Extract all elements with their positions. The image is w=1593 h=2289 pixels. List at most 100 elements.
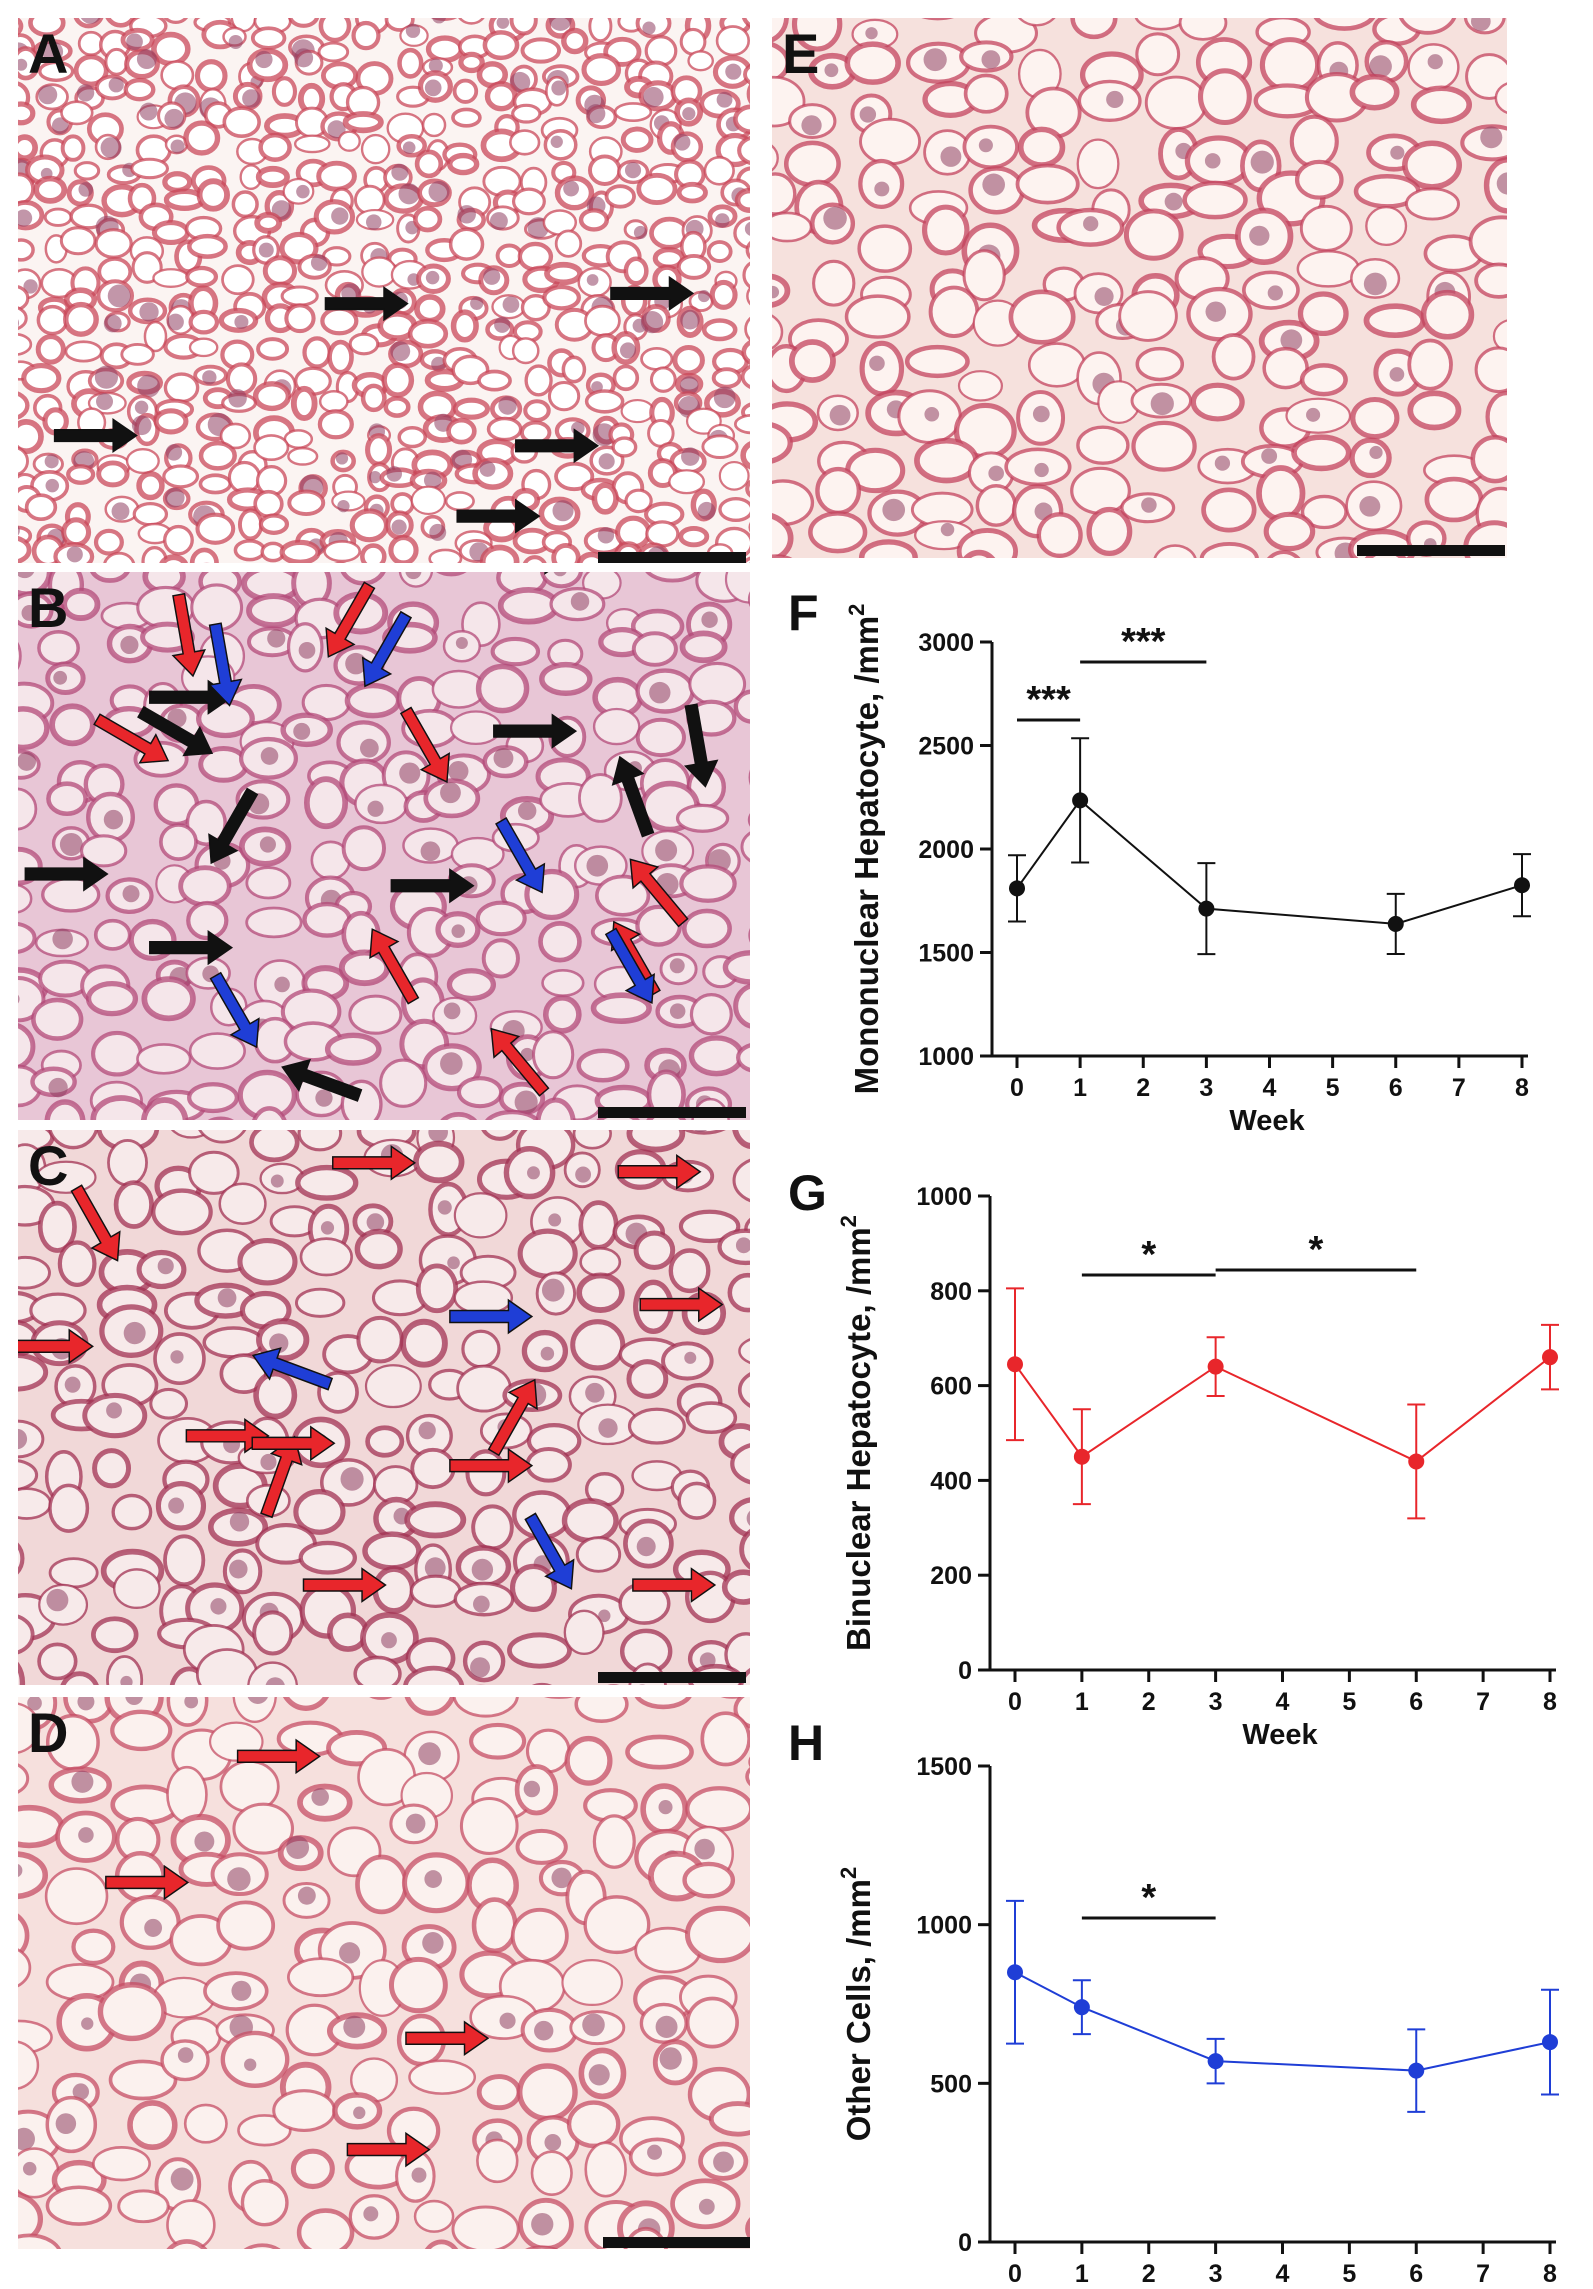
- cell-nucleus: [267, 629, 286, 648]
- tissue-cell: [44, 1867, 109, 1926]
- tissue-texture: [18, 1697, 750, 2249]
- tissue-cell: [718, 497, 750, 523]
- tissue-cell: [60, 100, 94, 126]
- tissue-cell: [218, 1182, 267, 1225]
- cell-nucleus: [335, 452, 349, 465]
- tissue-cell: [535, 1097, 576, 1120]
- tissue-cell: [18, 1614, 35, 1655]
- x-tick-label: 6: [1409, 1688, 1423, 1716]
- tissue-cell: [73, 161, 101, 181]
- cell-nucleus: [260, 747, 279, 765]
- tissue-cell: [249, 1130, 300, 1163]
- #e8262b-arrow: [18, 1328, 94, 1365]
- tissue-cell: [542, 995, 582, 1034]
- cell-nucleus: [586, 104, 606, 124]
- tissue-cell: [745, 2217, 750, 2241]
- tissue-cell: [323, 540, 362, 563]
- series-line: [1014, 1356, 1551, 1463]
- x-tick-label: 4: [1263, 1074, 1277, 1102]
- cell-nucleus: [725, 63, 742, 80]
- cell-nucleus: [713, 2151, 734, 2173]
- cell-nucleus: [48, 1077, 68, 1098]
- cell-nucleus: [210, 1598, 227, 1615]
- cell-nucleus: [260, 1453, 277, 1471]
- #e8262b-arrow: [346, 2131, 431, 2168]
- tissue-cell: [1492, 319, 1507, 353]
- tissue-cell: [207, 1116, 234, 1120]
- tissue-cell: [509, 129, 541, 156]
- tissue-cell: [360, 543, 387, 563]
- cell-nucleus: [640, 311, 664, 334]
- tissue-cell: [490, 636, 541, 667]
- tissue-cell: [739, 1528, 750, 1570]
- tissue-cell: [413, 2199, 455, 2233]
- tissue-cell: [627, 1407, 686, 1445]
- tissue-cell: [576, 1048, 630, 1083]
- tissue-cell: [113, 1180, 154, 1229]
- #e8262b-arrow: [449, 1447, 534, 1484]
- cell-nucleus: [598, 1418, 618, 1438]
- tissue-cell: [685, 1401, 738, 1435]
- cell-nucleus: [296, 184, 310, 199]
- tissue-cell: [254, 211, 283, 234]
- arrow-shape: [325, 581, 376, 658]
- cell-nucleus: [217, 1288, 237, 1308]
- cell-nucleus: [78, 1827, 94, 1843]
- series-line: [1016, 798, 1523, 925]
- cell-nucleus: [1205, 301, 1227, 322]
- cell-nucleus: [1150, 392, 1174, 416]
- arrow-shape: [399, 706, 451, 784]
- tissue-cell: [18, 101, 36, 126]
- cell-nucleus: [570, 592, 590, 611]
- cell-nucleus: [55, 2113, 77, 2134]
- tissue-cell: [523, 399, 551, 423]
- cell-nucleus: [120, 1675, 133, 1685]
- tissue-cell: [188, 1032, 246, 1070]
- cell-nucleus: [76, 84, 95, 102]
- tissue-cell: [738, 1338, 750, 1365]
- cell-nucleus: [337, 500, 350, 513]
- cell-nucleus: [923, 48, 947, 72]
- cell-nucleus: [170, 139, 185, 154]
- tissue-cells: [772, 18, 1507, 558]
- cell-nucleus: [294, 48, 314, 68]
- tissue-cell: [914, 437, 979, 484]
- tissue-cell: [1483, 157, 1507, 214]
- tissue-cell: [149, 1387, 189, 1420]
- #1f3ed6-arrow: [251, 1347, 334, 1391]
- tissue-cell: [189, 547, 219, 563]
- data-point: [1007, 1356, 1023, 1373]
- data-point: [1198, 900, 1215, 917]
- y-axis-label: Binuclear Hepatocyte, /mm2: [836, 1215, 877, 1651]
- tissue-cell: [397, 426, 428, 449]
- tissue-cell: [812, 259, 856, 307]
- tissue-cell: [91, 1616, 139, 1654]
- tissue-cell: [48, 1483, 90, 1533]
- tissue-cell: [141, 976, 196, 1022]
- scale-bar: [598, 1107, 746, 1118]
- tissue-cell: [1424, 476, 1484, 523]
- tissue-cell: [733, 983, 750, 1029]
- cell-nucleus: [1389, 367, 1405, 382]
- tissue-cell: [1465, 53, 1507, 100]
- tissue-cell: [220, 2030, 290, 2088]
- tissue-cell: [447, 152, 480, 176]
- #111111-arrow: [390, 868, 475, 904]
- tissue-cell: [743, 63, 750, 85]
- cell-nucleus: [390, 341, 411, 362]
- cell-nucleus: [18, 994, 20, 1004]
- cell-nucleus: [713, 386, 736, 409]
- arrow-shape: [524, 1512, 575, 1590]
- cell-nucleus: [619, 342, 637, 359]
- cell-nucleus: [981, 50, 1001, 69]
- tissue-cell: [1296, 250, 1360, 288]
- tissue-cell: [709, 279, 738, 310]
- tissue-cell: [448, 227, 485, 261]
- cell-nucleus: [139, 302, 159, 322]
- cell-nucleus: [228, 34, 243, 50]
- tissue-cell: [745, 240, 750, 260]
- cell-nucleus: [1306, 407, 1321, 422]
- cell-nucleus: [978, 138, 993, 153]
- cell-nucleus: [694, 1130, 708, 1133]
- cell-nucleus: [548, 1213, 562, 1227]
